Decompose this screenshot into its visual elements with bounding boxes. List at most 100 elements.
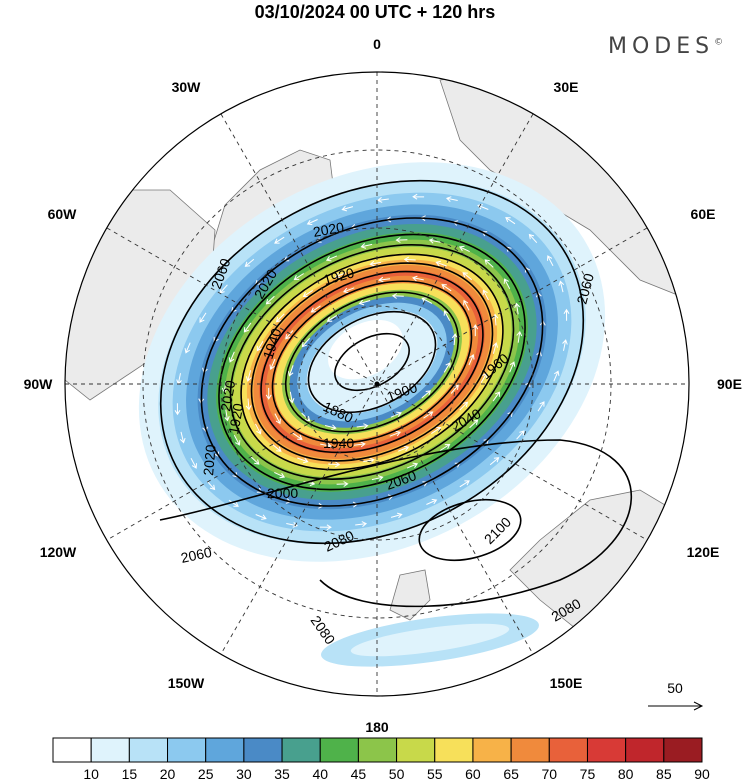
wind-vector-arrow	[306, 219, 318, 226]
colorbar-swatch	[243, 737, 283, 763]
contour-label: 1920	[322, 264, 356, 288]
colorbar-swatch	[663, 737, 703, 763]
wind-vector-arrow	[228, 351, 235, 363]
contour-label: 1940	[323, 435, 354, 451]
contour-line	[200, 217, 544, 507]
wind-vector-arrow	[343, 287, 355, 294]
colorbar-swatch	[319, 737, 359, 763]
contour-label: 2080	[308, 613, 339, 648]
wind-vector-arrow	[469, 419, 479, 429]
wind-vector-arrow	[445, 196, 458, 202]
wind-vector-arrow	[441, 284, 452, 292]
contour-line	[307, 310, 437, 414]
wind-vector-arrow	[274, 413, 281, 425]
reference-vector-label: 50	[667, 680, 683, 696]
height-contours	[159, 179, 633, 608]
wind-vector-arrow	[553, 370, 560, 382]
wind-vector-arrow	[516, 330, 523, 343]
colorbar-swatch	[396, 737, 436, 763]
colorbar-swatch	[625, 737, 665, 763]
wind-vector-arrow	[528, 233, 538, 244]
wind-vector-arrow	[403, 256, 416, 263]
wind-vector-arrow	[458, 245, 470, 253]
longitude-labels: 0 30E 60E 90E 120E 150E 180 150W 120W 90…	[24, 36, 742, 735]
wind-vector-arrow	[443, 310, 451, 321]
wind-vector-arrow	[269, 358, 276, 370]
wind-vector-arrow	[378, 276, 391, 283]
lon-label-0: 0	[373, 36, 381, 52]
colorbar-tick-label: 50	[389, 766, 405, 782]
lon-label-120e: 120E	[687, 544, 720, 560]
lon-label-90e: 90E	[717, 376, 742, 392]
map-boundary	[64, 71, 690, 697]
wind-vector-arrow	[274, 471, 286, 479]
contour-line	[271, 280, 473, 444]
wind-vector-arrow	[287, 365, 294, 377]
contour-label: 2100	[481, 514, 514, 547]
lon-label-30w: 30W	[172, 79, 202, 95]
colorbar-tick-label: 25	[198, 766, 214, 782]
colorbar-swatch	[52, 737, 92, 763]
colorbar-swatch	[357, 737, 398, 763]
colorbar-tick-label: 15	[122, 766, 138, 782]
wind-vector-arrow	[301, 412, 311, 422]
wind-vector-arrow	[459, 401, 469, 411]
lon-label-180: 180	[365, 719, 389, 735]
wind-vector-arrow	[356, 423, 369, 429]
wind-vector-arrow	[423, 411, 434, 419]
colorbar-swatch	[472, 737, 512, 763]
contour-label: 1920	[225, 402, 246, 436]
wind-vector-arrow	[355, 521, 368, 527]
wind-vector-arrow	[184, 342, 191, 354]
colorbar-tick-label: 70	[542, 766, 558, 782]
wind-vector-arrow	[406, 462, 419, 469]
contour-line	[334, 332, 410, 392]
wind-vector-arrow	[376, 197, 389, 203]
wind-vector-arrow	[341, 205, 354, 212]
wind-vector-arrow	[255, 423, 262, 435]
contour-line	[284, 291, 460, 433]
wind-vector-arrow	[243, 322, 252, 333]
wind-vector-arrow	[292, 432, 303, 440]
colorbar-tick-label: 35	[274, 766, 290, 782]
wind-vector-arrow	[244, 258, 255, 267]
wind-vector-arrow	[360, 243, 373, 249]
wind-vector-arrow	[319, 524, 332, 531]
wind-vector-arrow	[358, 299, 371, 306]
wind-vector-arrow	[265, 295, 275, 305]
logo-text: MODES	[608, 34, 715, 59]
lon-label-90w: 90W	[24, 376, 54, 392]
wind-vector-arrow	[233, 434, 241, 446]
colorbar-tick-label: 40	[312, 766, 328, 782]
wind-vector-arrow	[390, 411, 402, 418]
wind-vector-arrow	[265, 387, 272, 400]
colorbar-swatch	[205, 737, 245, 763]
wind-vector-arrow	[256, 340, 264, 352]
wind-vector-arrow	[480, 372, 488, 384]
map-title: 03/10/2024 00 UTC + 120 hrs	[254, 2, 496, 22]
colorbar-tick-label: 45	[351, 766, 367, 782]
colorbar-swatch	[128, 737, 169, 763]
wind-vector-arrow	[492, 313, 499, 326]
colorbar-swatch	[90, 737, 130, 763]
contour-label: 2000	[267, 485, 298, 501]
wind-vector-arrow	[451, 333, 458, 346]
contour-line	[218, 233, 526, 491]
wind-vector-arrow	[398, 445, 410, 452]
asia-landmass	[509, 489, 689, 661]
wind-vector-arrow	[336, 481, 349, 487]
wind-vector-arrow	[489, 457, 500, 466]
wind-vector-arrow	[179, 431, 186, 444]
wind-vector-arrow	[482, 289, 489, 301]
wind-vector-arrow	[353, 441, 366, 448]
wind-vector-arrow	[395, 237, 408, 243]
wind-vector-arrow	[245, 398, 252, 411]
contour-label: 2020	[200, 444, 219, 477]
contour-label: 2020	[312, 219, 346, 240]
wind-vector-arrow	[324, 424, 337, 431]
lon-label-150w: 150W	[168, 675, 205, 691]
wind-vector-arrow	[492, 391, 501, 402]
wind-vector-arrow	[428, 237, 441, 244]
wind-vector-arrow	[505, 217, 516, 225]
